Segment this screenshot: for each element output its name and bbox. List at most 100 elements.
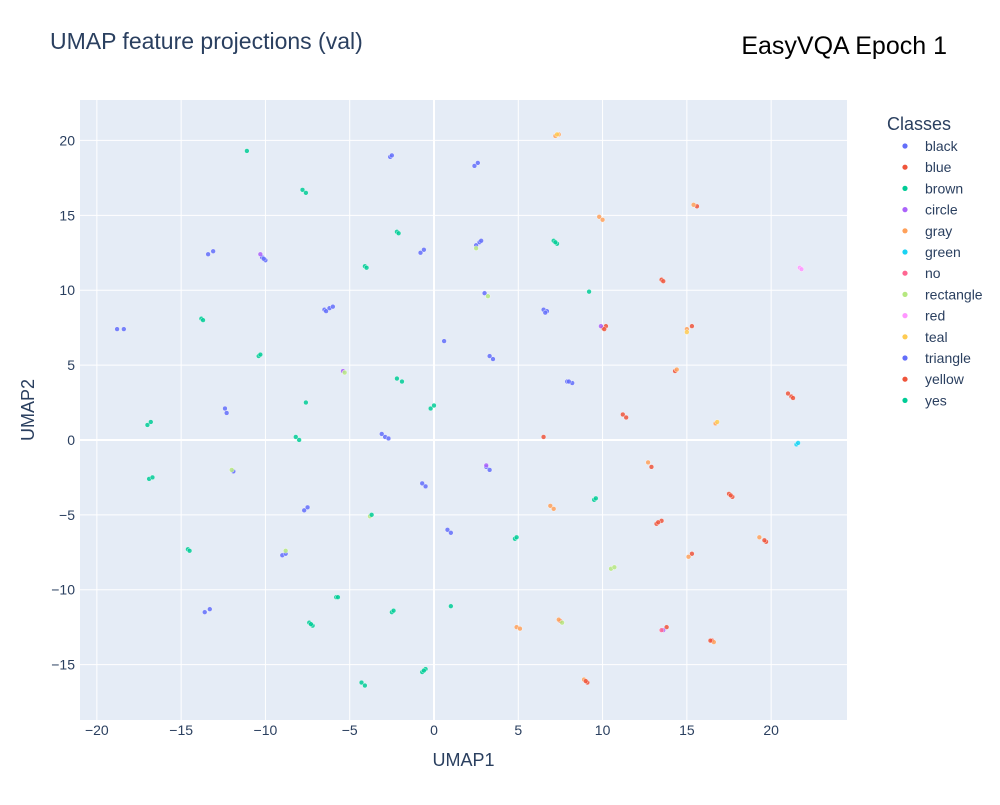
data-point-yes: [428, 405, 434, 412]
data-point-triangle: [478, 238, 484, 244]
data-point-yes: [257, 351, 263, 358]
data-point-yellow: [601, 326, 607, 332]
y-tick-label: 5: [67, 357, 75, 373]
data-point-no: [658, 627, 665, 633]
x-axis-title: UMAP1: [432, 750, 494, 770]
data-point-black: [471, 163, 478, 169]
data-point-gray: [599, 217, 606, 223]
data-point-black: [379, 431, 385, 437]
data-point-yes: [296, 437, 302, 443]
data-point-yes: [431, 402, 437, 409]
data-point-yes: [369, 512, 375, 518]
data-point-triangle: [323, 308, 329, 314]
data-point-black: [481, 290, 488, 296]
data-point-yes: [593, 495, 599, 501]
data-point-gray: [645, 459, 651, 466]
legend-marker-blue: [902, 164, 908, 170]
data-point-rectangle: [342, 369, 348, 376]
x-tick-label: 20: [763, 722, 779, 738]
y-tick-label: 0: [67, 432, 75, 448]
y-tick-label: −15: [51, 657, 75, 673]
legend-marker-green: [902, 249, 908, 255]
data-point-black: [487, 467, 493, 473]
data-point-black: [210, 248, 216, 254]
data-point-yes: [390, 608, 397, 614]
y-tick-label: −5: [59, 507, 75, 523]
data-point-black: [389, 152, 395, 159]
data-point-black: [441, 338, 447, 344]
x-tick-label: −20: [85, 722, 109, 738]
data-point-rectangle: [229, 467, 235, 473]
data-point-brown: [358, 679, 365, 686]
data-point-yes: [394, 375, 400, 382]
legend-label-yellow: yellow: [925, 371, 965, 387]
data-point-gray: [556, 617, 562, 623]
legend-title: Classes: [887, 114, 951, 134]
legend-label-gray: gray: [925, 223, 952, 239]
data-point-gray: [756, 534, 762, 540]
data-point-black: [448, 530, 454, 536]
y-axis-title: UMAP2: [18, 379, 38, 441]
data-point-brown: [586, 289, 592, 295]
data-point-brown: [244, 148, 250, 154]
legend-marker-rectangle: [902, 291, 908, 297]
data-point-gray: [551, 506, 557, 512]
data-point-black: [121, 326, 127, 332]
data-point-black: [301, 507, 307, 513]
legend-marker-teal: [902, 334, 908, 340]
data-point-yes: [144, 422, 151, 428]
data-point-gray: [596, 214, 602, 220]
data-point-black: [202, 609, 208, 615]
data-point-yellow: [761, 537, 768, 543]
data-point-yes: [552, 239, 558, 245]
data-point-yes: [186, 548, 193, 554]
data-point-brown: [362, 682, 368, 689]
data-point-blue: [620, 411, 626, 418]
legend-label-yes: yes: [925, 392, 947, 408]
data-point-teal: [714, 419, 720, 425]
data-point-yes: [399, 378, 405, 385]
data-point-yellow: [790, 395, 796, 401]
data-point-black: [422, 483, 429, 489]
data-point-yes: [303, 399, 309, 406]
data-point-black: [419, 480, 425, 486]
legend-marker-no: [902, 270, 908, 276]
data-point-rectangle: [283, 548, 289, 554]
data-point-red: [798, 266, 805, 272]
data-point-brown: [448, 603, 454, 609]
x-tick-label: 5: [514, 722, 522, 738]
data-point-blue: [785, 390, 791, 397]
legend-label-teal: teal: [925, 329, 948, 345]
data-point-gray: [674, 366, 680, 373]
data-point-teal: [684, 329, 690, 335]
data-point-black: [490, 356, 496, 362]
legend-marker-yellow: [902, 376, 908, 382]
data-point-rectangle: [473, 245, 479, 251]
data-point-circle: [483, 462, 489, 469]
legend-label-no: no: [925, 265, 941, 281]
legend-label-blue: blue: [925, 159, 952, 175]
y-tick-label: 20: [59, 132, 75, 148]
data-point-blue: [623, 414, 629, 421]
data-point-triangle: [261, 256, 267, 262]
data-point-yes: [513, 534, 520, 540]
data-point-yes: [293, 434, 299, 440]
legend-label-triangle: triangle: [925, 350, 971, 366]
legend-label-rectangle: rectangle: [925, 286, 983, 302]
data-point-blue: [648, 464, 655, 470]
legend-label-red: red: [925, 308, 945, 324]
data-point-rectangle: [611, 564, 617, 570]
data-point-black: [304, 504, 311, 510]
legend-marker-triangle: [902, 355, 908, 361]
y-tick-label: 10: [59, 282, 75, 298]
data-point-black: [487, 353, 493, 359]
data-point-triangle: [542, 310, 548, 316]
data-point-yellow: [728, 492, 734, 498]
legend: Classes black blue brown circle gray green no re…: [887, 114, 983, 408]
legend-marker-circle: [902, 207, 908, 213]
chart-title: UMAP feature projections (val): [50, 28, 363, 54]
data-point-yes: [149, 474, 156, 480]
data-point-yes: [363, 265, 370, 271]
